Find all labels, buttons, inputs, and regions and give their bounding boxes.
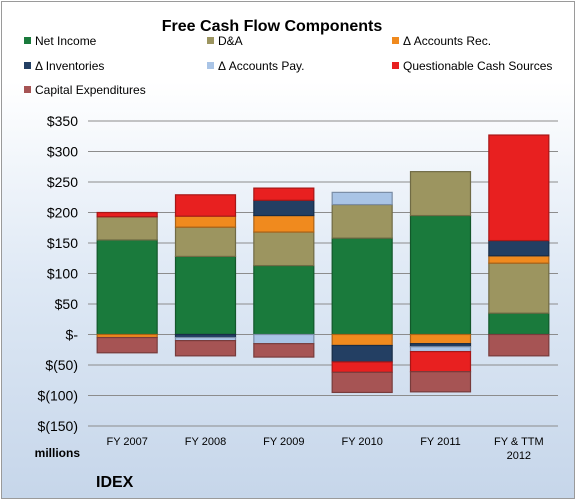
legend-swatch: [207, 62, 214, 69]
legend-label: Δ Accounts Rec.: [403, 34, 491, 48]
bar-segment: [253, 187, 315, 201]
unit-label: millions: [35, 446, 81, 460]
x-tick-label: FY & TTM: [494, 436, 544, 448]
bar-segment: [253, 333, 315, 345]
bar-segment: [488, 134, 550, 242]
legend: Net Income D&A Δ Accounts Rec. Δ Inventorie…: [24, 34, 552, 97]
bar-segment: [409, 350, 472, 373]
bar-segment: [331, 361, 393, 373]
legend-label: Δ Accounts Pay.: [218, 59, 305, 73]
bar-segment: [331, 333, 393, 347]
bar-segment: [409, 333, 472, 345]
y-tick-label: $250: [47, 174, 78, 190]
x-tick-label: FY 2010: [341, 436, 382, 448]
bar-segment: [96, 216, 158, 241]
bar-segment: [409, 346, 472, 353]
bar-segment: [409, 371, 472, 393]
bar-segment: [331, 191, 393, 206]
bars: [96, 134, 550, 394]
bar-segment: [96, 211, 158, 218]
legend-swatch: [392, 37, 399, 44]
legend-label: D&A: [218, 34, 243, 48]
gridlines: [88, 120, 558, 427]
legend-label: Questionable Cash Sources: [403, 59, 552, 73]
legend-label: Net Income: [35, 34, 97, 48]
bar-segment: [253, 264, 315, 336]
y-tick-label: $-: [66, 327, 79, 343]
legend-label: Δ Inventories: [35, 59, 104, 73]
x-axis: FY 2007 FY 2008 FY 2009 FY 2010 FY 2011 FY & …: [106, 436, 543, 462]
y-tick-label: $50: [55, 296, 79, 312]
y-tick-label: $(50): [45, 357, 78, 373]
legend-swatch: [24, 86, 31, 93]
bar-segment: [488, 239, 550, 257]
legend-swatch: [24, 62, 31, 69]
x-tick-label: FY 2011: [420, 436, 461, 448]
y-tick-label: $(150): [38, 418, 78, 434]
bar-segment: [96, 336, 158, 354]
legend-swatch: [392, 62, 399, 69]
x-tick-label: 2012: [507, 450, 531, 462]
bar-segment: [253, 199, 315, 217]
y-tick-label: $350: [47, 113, 78, 129]
bar-segment: [174, 255, 237, 336]
x-tick-label: FY 2008: [185, 436, 226, 448]
y-tick-label: $100: [47, 266, 78, 282]
chart-title: Free Cash Flow Components: [162, 18, 383, 35]
bar-segment: [174, 340, 237, 357]
bar-segment: [331, 203, 393, 239]
y-axis: $350 $300 $250 $200 $150 $100 $50 $- $(50) $(100)…: [38, 113, 79, 434]
bar-segment: [331, 237, 393, 336]
bar-segment: [253, 231, 315, 267]
y-tick-label: $200: [47, 205, 78, 221]
bar-segment: [409, 214, 472, 336]
y-tick-label: $(100): [38, 388, 78, 404]
bar-segment: [253, 343, 315, 358]
x-tick-label: FY 2009: [263, 436, 304, 448]
company-label: IDEX: [96, 474, 134, 491]
bar-segment: [488, 333, 550, 357]
y-tick-label: $300: [47, 144, 78, 160]
y-tick-label: $150: [47, 235, 78, 251]
bar-segment: [488, 312, 550, 336]
bar-segment: [174, 194, 237, 217]
bar-segment: [331, 371, 393, 394]
bar-segment: [488, 262, 550, 314]
legend-swatch: [207, 37, 214, 44]
legend-swatch: [24, 37, 31, 44]
bar-segment: [253, 214, 315, 233]
bar-segment: [331, 344, 393, 363]
bar-segment: [96, 239, 158, 336]
x-tick-label: FY 2007: [106, 436, 147, 448]
bar-segment: [409, 171, 472, 217]
bar-segment: [174, 226, 237, 258]
bar-segment: [174, 215, 237, 228]
bar-segment: [488, 255, 550, 264]
legend-label: Capital Expenditures: [35, 83, 146, 97]
